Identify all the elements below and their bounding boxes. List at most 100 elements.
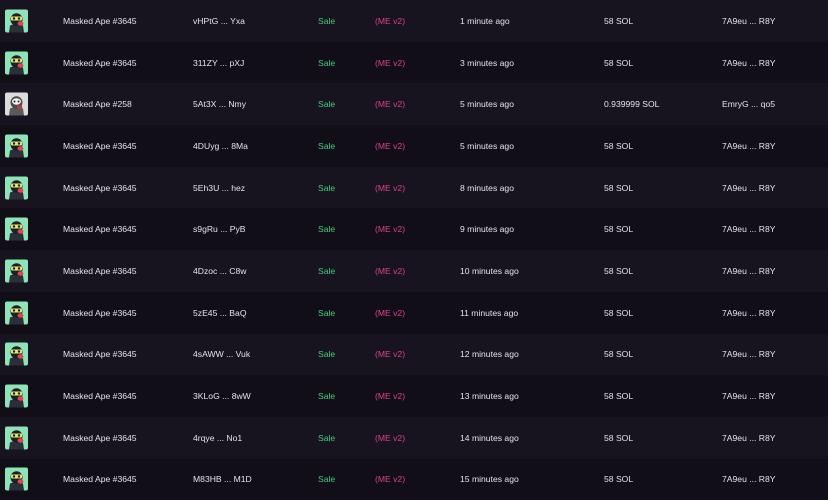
nft-name-link[interactable]: Masked Ape #258 xyxy=(63,99,132,110)
sale-price: 58 SOL xyxy=(604,265,634,276)
nft-avatar-icon[interactable] xyxy=(5,259,28,283)
nft-name-link[interactable]: Masked Ape #3645 xyxy=(63,432,137,443)
transaction-signature-link[interactable]: vHPtG ... Yxa xyxy=(193,15,245,26)
nft-avatar-icon[interactable] xyxy=(5,9,28,33)
transaction-time: 14 minutes ago xyxy=(460,432,519,443)
sale-price: 58 SOL xyxy=(604,349,634,360)
nft-avatar-icon[interactable] xyxy=(5,92,28,116)
sale-price: 58 SOL xyxy=(604,57,634,68)
marketplace-label: (ME v2) xyxy=(375,265,406,276)
transaction-type: Sale xyxy=(318,224,336,235)
transaction-time: 15 minutes ago xyxy=(460,474,519,485)
buyer-address-link[interactable]: 7A9eu ... R8Y xyxy=(722,307,776,318)
transaction-signature-link[interactable]: 4rqye ... No1 xyxy=(193,432,243,443)
transaction-signature-link[interactable]: 311ZY ... pXJ xyxy=(193,57,245,68)
transaction-type: Sale xyxy=(318,57,336,68)
buyer-address-link[interactable]: 7A9eu ... R8Y xyxy=(722,474,776,485)
nft-avatar-icon[interactable] xyxy=(5,426,28,450)
nft-name-link[interactable]: Masked Ape #3645 xyxy=(63,307,137,318)
transaction-signature-link[interactable]: 4sAWW ... Vuk xyxy=(193,349,251,360)
transaction-signature-link[interactable]: 5Eh3U ... hez xyxy=(193,182,246,193)
sale-price: 58 SOL xyxy=(604,432,634,443)
nft-name-link[interactable]: Masked Ape #3645 xyxy=(63,224,137,235)
table-row[interactable]: Masked Ape #3645 5zE45 ... BaQ Sale (ME … xyxy=(0,291,828,334)
table-row[interactable]: Masked Ape #3645 M83HB ... M1D Sale (ME … xyxy=(0,458,828,500)
nft-name-link[interactable]: Masked Ape #3645 xyxy=(63,349,137,360)
sale-price: 0.939999 SOL xyxy=(604,99,660,110)
nft-name-link[interactable]: Masked Ape #3645 xyxy=(63,140,137,151)
transaction-signature-link[interactable]: 4Dzoc ... C8w xyxy=(193,265,247,276)
nft-name-link[interactable]: Masked Ape #3645 xyxy=(63,391,137,402)
table-row[interactable]: Masked Ape #3645 4Dzoc ... C8w Sale (ME … xyxy=(0,250,828,292)
nft-avatar-icon[interactable] xyxy=(5,217,28,241)
nft-name-link[interactable]: Masked Ape #3645 xyxy=(63,265,137,276)
transaction-type: Sale xyxy=(318,182,336,193)
nft-name-link[interactable]: Masked Ape #3645 xyxy=(63,57,137,68)
table-row[interactable]: Masked Ape #3645 5Eh3U ... hez Sale (ME … xyxy=(0,166,828,209)
table-row[interactable]: Masked Ape #3645 4rqye ... No1 Sale (ME … xyxy=(0,416,828,459)
transaction-type: Sale xyxy=(318,307,336,318)
transaction-signature-link[interactable]: 5zE45 ... BaQ xyxy=(193,307,247,318)
sale-price: 58 SOL xyxy=(604,307,634,318)
table-row[interactable]: Masked Ape #3645 vHPtG ... Yxa Sale (ME … xyxy=(0,0,828,42)
nft-avatar-icon[interactable] xyxy=(5,467,28,491)
sale-price: 58 SOL xyxy=(604,224,634,235)
marketplace-label: (ME v2) xyxy=(375,391,406,402)
transaction-time: 5 minutes ago xyxy=(460,140,514,151)
sale-price: 58 SOL xyxy=(604,15,634,26)
transaction-time: 11 minutes ago xyxy=(460,307,519,318)
transaction-signature-link[interactable]: M83HB ... M1D xyxy=(193,474,252,485)
nft-avatar-icon[interactable] xyxy=(5,301,28,325)
table-row[interactable]: Masked Ape #3645 4DUyg ... 8Ma Sale (ME … xyxy=(0,125,828,167)
nft-avatar-icon[interactable] xyxy=(5,384,28,408)
nft-avatar-icon[interactable] xyxy=(5,176,28,200)
transaction-type: Sale xyxy=(318,349,336,360)
buyer-address-link[interactable]: 7A9eu ... R8Y xyxy=(722,15,776,26)
transaction-signature-link[interactable]: s9gRu ... PyB xyxy=(193,224,246,235)
nft-avatar-icon[interactable] xyxy=(5,51,28,75)
transaction-type: Sale xyxy=(318,391,336,402)
buyer-address-link[interactable]: 7A9eu ... R8Y xyxy=(722,224,776,235)
transaction-time: 3 minutes ago xyxy=(460,57,514,68)
table-row[interactable]: Masked Ape #258 5At3X ... Nmy Sale (ME v… xyxy=(0,83,828,126)
nft-avatar-icon[interactable] xyxy=(5,342,28,366)
marketplace-label: (ME v2) xyxy=(375,432,406,443)
marketplace-label: (ME v2) xyxy=(375,474,406,485)
transaction-type: Sale xyxy=(318,140,336,151)
transaction-signature-link[interactable]: 4DUyg ... 8Ma xyxy=(193,140,248,151)
marketplace-label: (ME v2) xyxy=(375,15,406,26)
table-row[interactable]: Masked Ape #3645 3KLoG ... 8wW Sale (ME … xyxy=(0,375,828,417)
marketplace-label: (ME v2) xyxy=(375,99,406,110)
transaction-time: 8 minutes ago xyxy=(460,182,514,193)
transaction-time: 13 minutes ago xyxy=(460,391,519,402)
transaction-time: 5 minutes ago xyxy=(460,99,514,110)
nft-avatar-icon[interactable] xyxy=(5,134,28,158)
table-row[interactable]: Masked Ape #3645 311ZY ... pXJ Sale (ME … xyxy=(0,41,828,84)
table-row[interactable]: Masked Ape #3645 4sAWW ... Vuk Sale (ME … xyxy=(0,333,828,376)
transaction-type: Sale xyxy=(318,265,336,276)
buyer-address-link[interactable]: 7A9eu ... R8Y xyxy=(722,349,776,360)
transaction-signature-link[interactable]: 5At3X ... Nmy xyxy=(193,99,247,110)
transaction-type: Sale xyxy=(318,15,336,26)
transaction-signature-link[interactable]: 3KLoG ... 8wW xyxy=(193,391,251,402)
marketplace-label: (ME v2) xyxy=(375,307,406,318)
transaction-type: Sale xyxy=(318,432,336,443)
buyer-address-link[interactable]: 7A9eu ... R8Y xyxy=(722,182,776,193)
sale-price: 58 SOL xyxy=(604,182,634,193)
buyer-address-link[interactable]: 7A9eu ... R8Y xyxy=(722,57,776,68)
buyer-address-link[interactable]: 7A9eu ... R8Y xyxy=(722,140,776,151)
table-row[interactable]: Masked Ape #3645 s9gRu ... PyB Sale (ME … xyxy=(0,208,828,251)
nft-name-link[interactable]: Masked Ape #3645 xyxy=(63,474,137,485)
buyer-address-link[interactable]: 7A9eu ... R8Y xyxy=(722,265,776,276)
nft-name-link[interactable]: Masked Ape #3645 xyxy=(63,182,137,193)
buyer-address-link[interactable]: 7A9eu ... R8Y xyxy=(722,391,776,402)
marketplace-label: (ME v2) xyxy=(375,349,406,360)
marketplace-label: (ME v2) xyxy=(375,224,406,235)
sale-price: 58 SOL xyxy=(604,391,634,402)
sale-price: 58 SOL xyxy=(604,140,634,151)
transaction-time: 1 minute ago xyxy=(460,15,510,26)
buyer-address-link[interactable]: EmryG ... qo5 xyxy=(722,99,776,110)
nft-name-link[interactable]: Masked Ape #3645 xyxy=(63,15,137,26)
buyer-address-link[interactable]: 7A9eu ... R8Y xyxy=(722,432,776,443)
